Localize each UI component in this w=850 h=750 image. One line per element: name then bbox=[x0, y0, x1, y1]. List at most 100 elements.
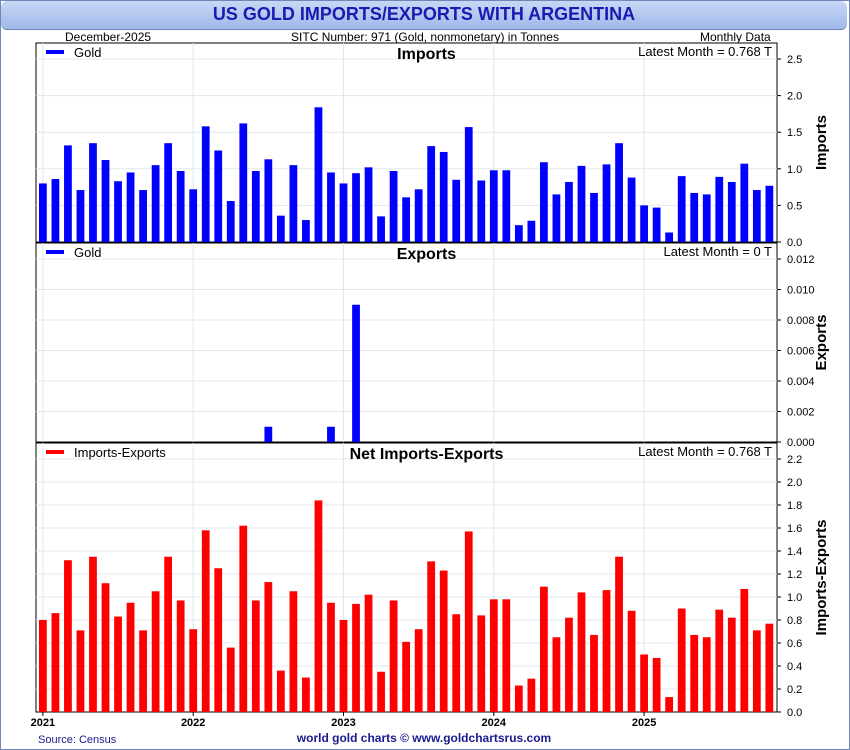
bar-net bbox=[677, 608, 686, 712]
bar-net bbox=[389, 600, 398, 712]
bar-imports bbox=[652, 207, 661, 242]
bar-net bbox=[139, 630, 147, 712]
y-tick-label: 0.012 bbox=[787, 254, 815, 266]
bar-net bbox=[527, 678, 536, 712]
bar-imports bbox=[352, 173, 360, 242]
legend-label: Gold bbox=[74, 45, 101, 60]
bar-exports bbox=[352, 304, 360, 442]
bar-imports bbox=[51, 179, 60, 242]
bar-net bbox=[51, 613, 60, 712]
bar-imports bbox=[377, 216, 385, 242]
bar-net bbox=[452, 614, 461, 712]
bar-net bbox=[414, 629, 423, 712]
legend-swatch bbox=[46, 450, 64, 454]
bar-net bbox=[402, 641, 411, 712]
bar-net bbox=[652, 657, 661, 712]
bar-imports bbox=[427, 146, 436, 242]
bar-net bbox=[627, 610, 636, 712]
bar-net bbox=[552, 637, 561, 712]
y-tick-label: 0.004 bbox=[787, 376, 815, 388]
bar-imports bbox=[251, 170, 260, 242]
bar-imports bbox=[126, 172, 135, 242]
frequency-label: Monthly Data bbox=[700, 30, 771, 44]
bar-imports bbox=[627, 177, 636, 242]
bar-imports bbox=[139, 190, 147, 242]
bar-imports bbox=[765, 185, 774, 242]
bar-imports bbox=[164, 143, 173, 242]
x-tick-label: 2024 bbox=[482, 717, 507, 729]
bar-imports bbox=[39, 183, 47, 242]
bar-imports bbox=[727, 181, 736, 242]
bar-net bbox=[126, 602, 135, 712]
y-tick-label: 0.2 bbox=[787, 684, 802, 696]
bar-exports bbox=[264, 426, 273, 442]
bar-net bbox=[327, 602, 335, 712]
bar-net bbox=[189, 629, 198, 712]
panel-title: Imports bbox=[397, 46, 456, 63]
bar-imports bbox=[151, 165, 160, 242]
bar-imports bbox=[540, 162, 548, 242]
bar-net bbox=[201, 530, 210, 712]
bar-net bbox=[339, 620, 348, 712]
bar-net bbox=[665, 697, 674, 712]
y-tick-label: 1.0 bbox=[787, 164, 802, 176]
bar-net bbox=[577, 592, 586, 712]
bar-net bbox=[377, 671, 385, 712]
bar-net bbox=[740, 588, 749, 712]
bar-net bbox=[427, 561, 436, 712]
bar-imports bbox=[264, 159, 273, 242]
bar-imports bbox=[201, 126, 210, 242]
bar-imports bbox=[314, 107, 323, 242]
bar-imports bbox=[477, 180, 486, 242]
bar-net bbox=[489, 599, 498, 712]
bar-net bbox=[765, 623, 774, 712]
y-tick-label: 1.2 bbox=[787, 569, 802, 581]
y-tick-label: 0.006 bbox=[787, 346, 815, 358]
y-tick-label: 0.000 bbox=[787, 437, 815, 449]
bar-net bbox=[101, 583, 110, 712]
bar-imports bbox=[364, 167, 373, 242]
x-tick-label: 2023 bbox=[331, 717, 355, 729]
y-tick-label: 0.4 bbox=[787, 661, 802, 673]
sitc-label: SITC Number: 971 (Gold, nonmonetary) in … bbox=[291, 30, 559, 44]
chart-title: US GOLD IMPORTS/EXPORTS WITH ARGENTINA bbox=[212, 4, 636, 24]
bar-imports bbox=[414, 189, 423, 242]
latest-month-label: Latest Month = 0.768 T bbox=[638, 44, 772, 59]
bar-imports bbox=[665, 232, 674, 242]
bar-net bbox=[727, 617, 736, 712]
y-tick-label: 0.8 bbox=[787, 615, 802, 627]
legend-swatch bbox=[46, 50, 64, 54]
source-label: Source: Census bbox=[38, 734, 117, 746]
bar-net bbox=[314, 500, 323, 712]
bar-net bbox=[590, 634, 598, 712]
bar-imports bbox=[226, 201, 235, 242]
bar-imports bbox=[114, 181, 122, 242]
bar-imports bbox=[690, 192, 699, 242]
bar-imports bbox=[464, 127, 473, 242]
y-tick-label: 2.0 bbox=[787, 477, 802, 489]
bar-net bbox=[464, 531, 473, 712]
bar-imports bbox=[327, 172, 335, 242]
y-tick-label: 1.4 bbox=[787, 546, 802, 558]
bar-net bbox=[214, 568, 223, 712]
bar-net bbox=[176, 600, 185, 712]
bar-net bbox=[477, 615, 486, 712]
legend-swatch bbox=[46, 250, 64, 254]
bar-net bbox=[239, 525, 248, 712]
x-tick-label: 2025 bbox=[632, 717, 656, 729]
bar-imports bbox=[439, 151, 448, 242]
y-tick-label: 1.8 bbox=[787, 500, 802, 512]
bar-net bbox=[502, 599, 511, 712]
bar-imports bbox=[214, 150, 223, 242]
y-tick-label: 1.6 bbox=[787, 523, 802, 535]
bar-imports bbox=[552, 194, 561, 242]
bar-imports bbox=[590, 192, 598, 242]
bar-net bbox=[364, 594, 373, 712]
bar-net bbox=[752, 630, 761, 712]
bar-net bbox=[602, 590, 611, 712]
y-tick-label: 0.0 bbox=[787, 237, 802, 249]
bar-net bbox=[439, 570, 448, 712]
bar-net bbox=[151, 591, 160, 712]
bar-net bbox=[565, 617, 573, 712]
bar-imports bbox=[289, 165, 298, 242]
